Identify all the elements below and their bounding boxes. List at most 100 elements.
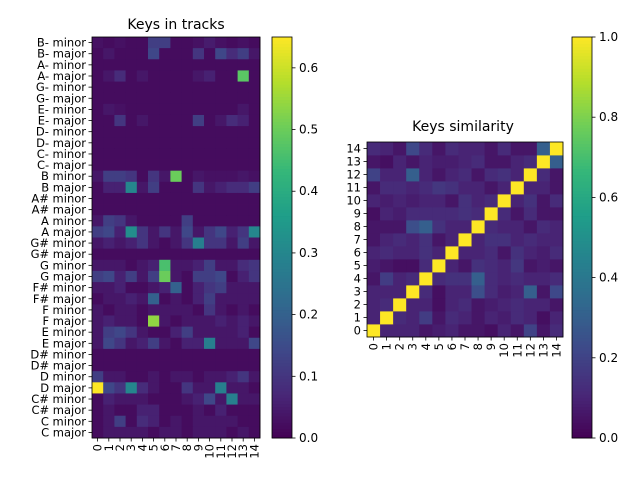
heatmap-cell (471, 324, 485, 338)
heatmap-cell (148, 48, 160, 60)
heatmap-cell (159, 170, 171, 183)
colorbar-segment (572, 375, 592, 379)
heatmap-cell (114, 70, 126, 82)
heatmap-cell (125, 148, 138, 160)
colorbar-segment (572, 328, 592, 332)
colorbar-segment (572, 325, 592, 329)
y-tick-label: B- major (37, 47, 86, 61)
heatmap-cell (204, 215, 216, 227)
colorbar-segment (272, 340, 292, 345)
heatmap-cell (215, 226, 227, 238)
heatmap-cell (497, 194, 512, 208)
colorbar-segment (272, 74, 292, 79)
heatmap-cell (237, 48, 250, 60)
heatmap-cell (148, 148, 160, 160)
colorbar-segment (272, 359, 292, 364)
colorbar-segment (272, 412, 292, 417)
colorbar-tick-label: 0.0 (599, 431, 618, 445)
heatmap-cell (181, 426, 194, 439)
heatmap-cell (103, 326, 115, 339)
colorbar-segment (272, 325, 292, 329)
heatmap-cell (536, 272, 551, 286)
heatmap-cell (226, 48, 238, 60)
heatmap-cell (215, 293, 227, 305)
y-tick-label: 11 (346, 181, 361, 195)
x-tick-label: 11 (214, 444, 228, 459)
heatmap-cell (204, 360, 216, 372)
colorbar-segment (272, 312, 292, 317)
colorbar-segment (572, 416, 592, 420)
heatmap-cell (103, 304, 115, 316)
heatmap-cell (204, 415, 216, 428)
heatmap-cell (114, 126, 126, 138)
heatmap-cell (497, 259, 512, 273)
colorbar-segment (272, 171, 292, 176)
x-tick-label: 11 (510, 343, 524, 358)
heatmap-cell (510, 207, 525, 221)
colorbar-segment (572, 140, 592, 145)
y-tick-label: 12 (346, 168, 361, 182)
heatmap-cell (136, 360, 149, 372)
colorbar-segment (272, 271, 292, 276)
colorbar-segment (572, 174, 592, 179)
heatmap-cell (549, 246, 564, 260)
heatmap-cell (510, 285, 525, 299)
colorbar-segment (272, 409, 292, 414)
heatmap-cell (92, 148, 104, 160)
colorbar-segment (572, 303, 592, 307)
heatmap-cell (484, 246, 499, 260)
y-tick-label: C- minor (37, 147, 87, 161)
y-tick-label: E- minor (37, 102, 86, 116)
heatmap-cell (148, 360, 160, 372)
heatmap-cell (170, 37, 182, 49)
heatmap-cell (92, 81, 104, 94)
heatmap-cell (114, 259, 126, 272)
heatmap-cell (204, 382, 216, 394)
heatmap-cell (248, 226, 261, 238)
heatmap-cell (549, 142, 564, 156)
colorbar-segment (272, 262, 292, 267)
y-tick-label: 5 (354, 259, 361, 273)
heatmap-cell (445, 220, 459, 234)
y-tick-label: B major (41, 180, 86, 194)
heatmap-cell (406, 298, 420, 312)
colorbar-segment (572, 287, 592, 292)
heatmap-cell (170, 103, 182, 116)
heatmap-cell (125, 237, 138, 250)
y-tick-label: F minor (42, 303, 86, 317)
heatmap-cell (125, 37, 138, 49)
heatmap-cell (419, 233, 433, 247)
heatmap-cell (148, 393, 160, 405)
colorbar-segment (572, 337, 592, 342)
heatmap-cell (248, 282, 261, 294)
heatmap-cell (103, 215, 115, 227)
heatmap-cell (204, 148, 216, 160)
heatmap-cell (215, 259, 227, 272)
heatmap-cell (237, 215, 250, 227)
heatmap-cell (248, 293, 261, 305)
heatmap-cell (523, 142, 538, 156)
colorbar-segment (572, 224, 592, 229)
heatmap-cell (549, 311, 564, 325)
heatmap-cell (92, 48, 104, 60)
heatmap-cell (136, 270, 149, 283)
colorbar-segment (272, 237, 292, 242)
colorbar-segment (272, 209, 292, 213)
heatmap-cell (159, 81, 171, 94)
heatmap-cell (159, 159, 171, 172)
colorbar-segment (272, 406, 292, 411)
heatmap-cell (125, 393, 138, 405)
colorbar-segment (572, 181, 592, 185)
heatmap-cell (159, 92, 171, 105)
heatmap-cell (181, 114, 194, 127)
heatmap-cell (226, 103, 238, 116)
heatmap-cell (406, 207, 420, 221)
heatmap-cell (380, 246, 394, 260)
colorbar-segment (572, 237, 592, 242)
heatmap-cell (170, 315, 182, 328)
colorbar-segment (572, 293, 592, 298)
heatmap-cell (125, 337, 138, 350)
heatmap-cell (170, 137, 182, 149)
colorbar-segment (272, 65, 292, 69)
colorbar-segment (272, 397, 292, 401)
